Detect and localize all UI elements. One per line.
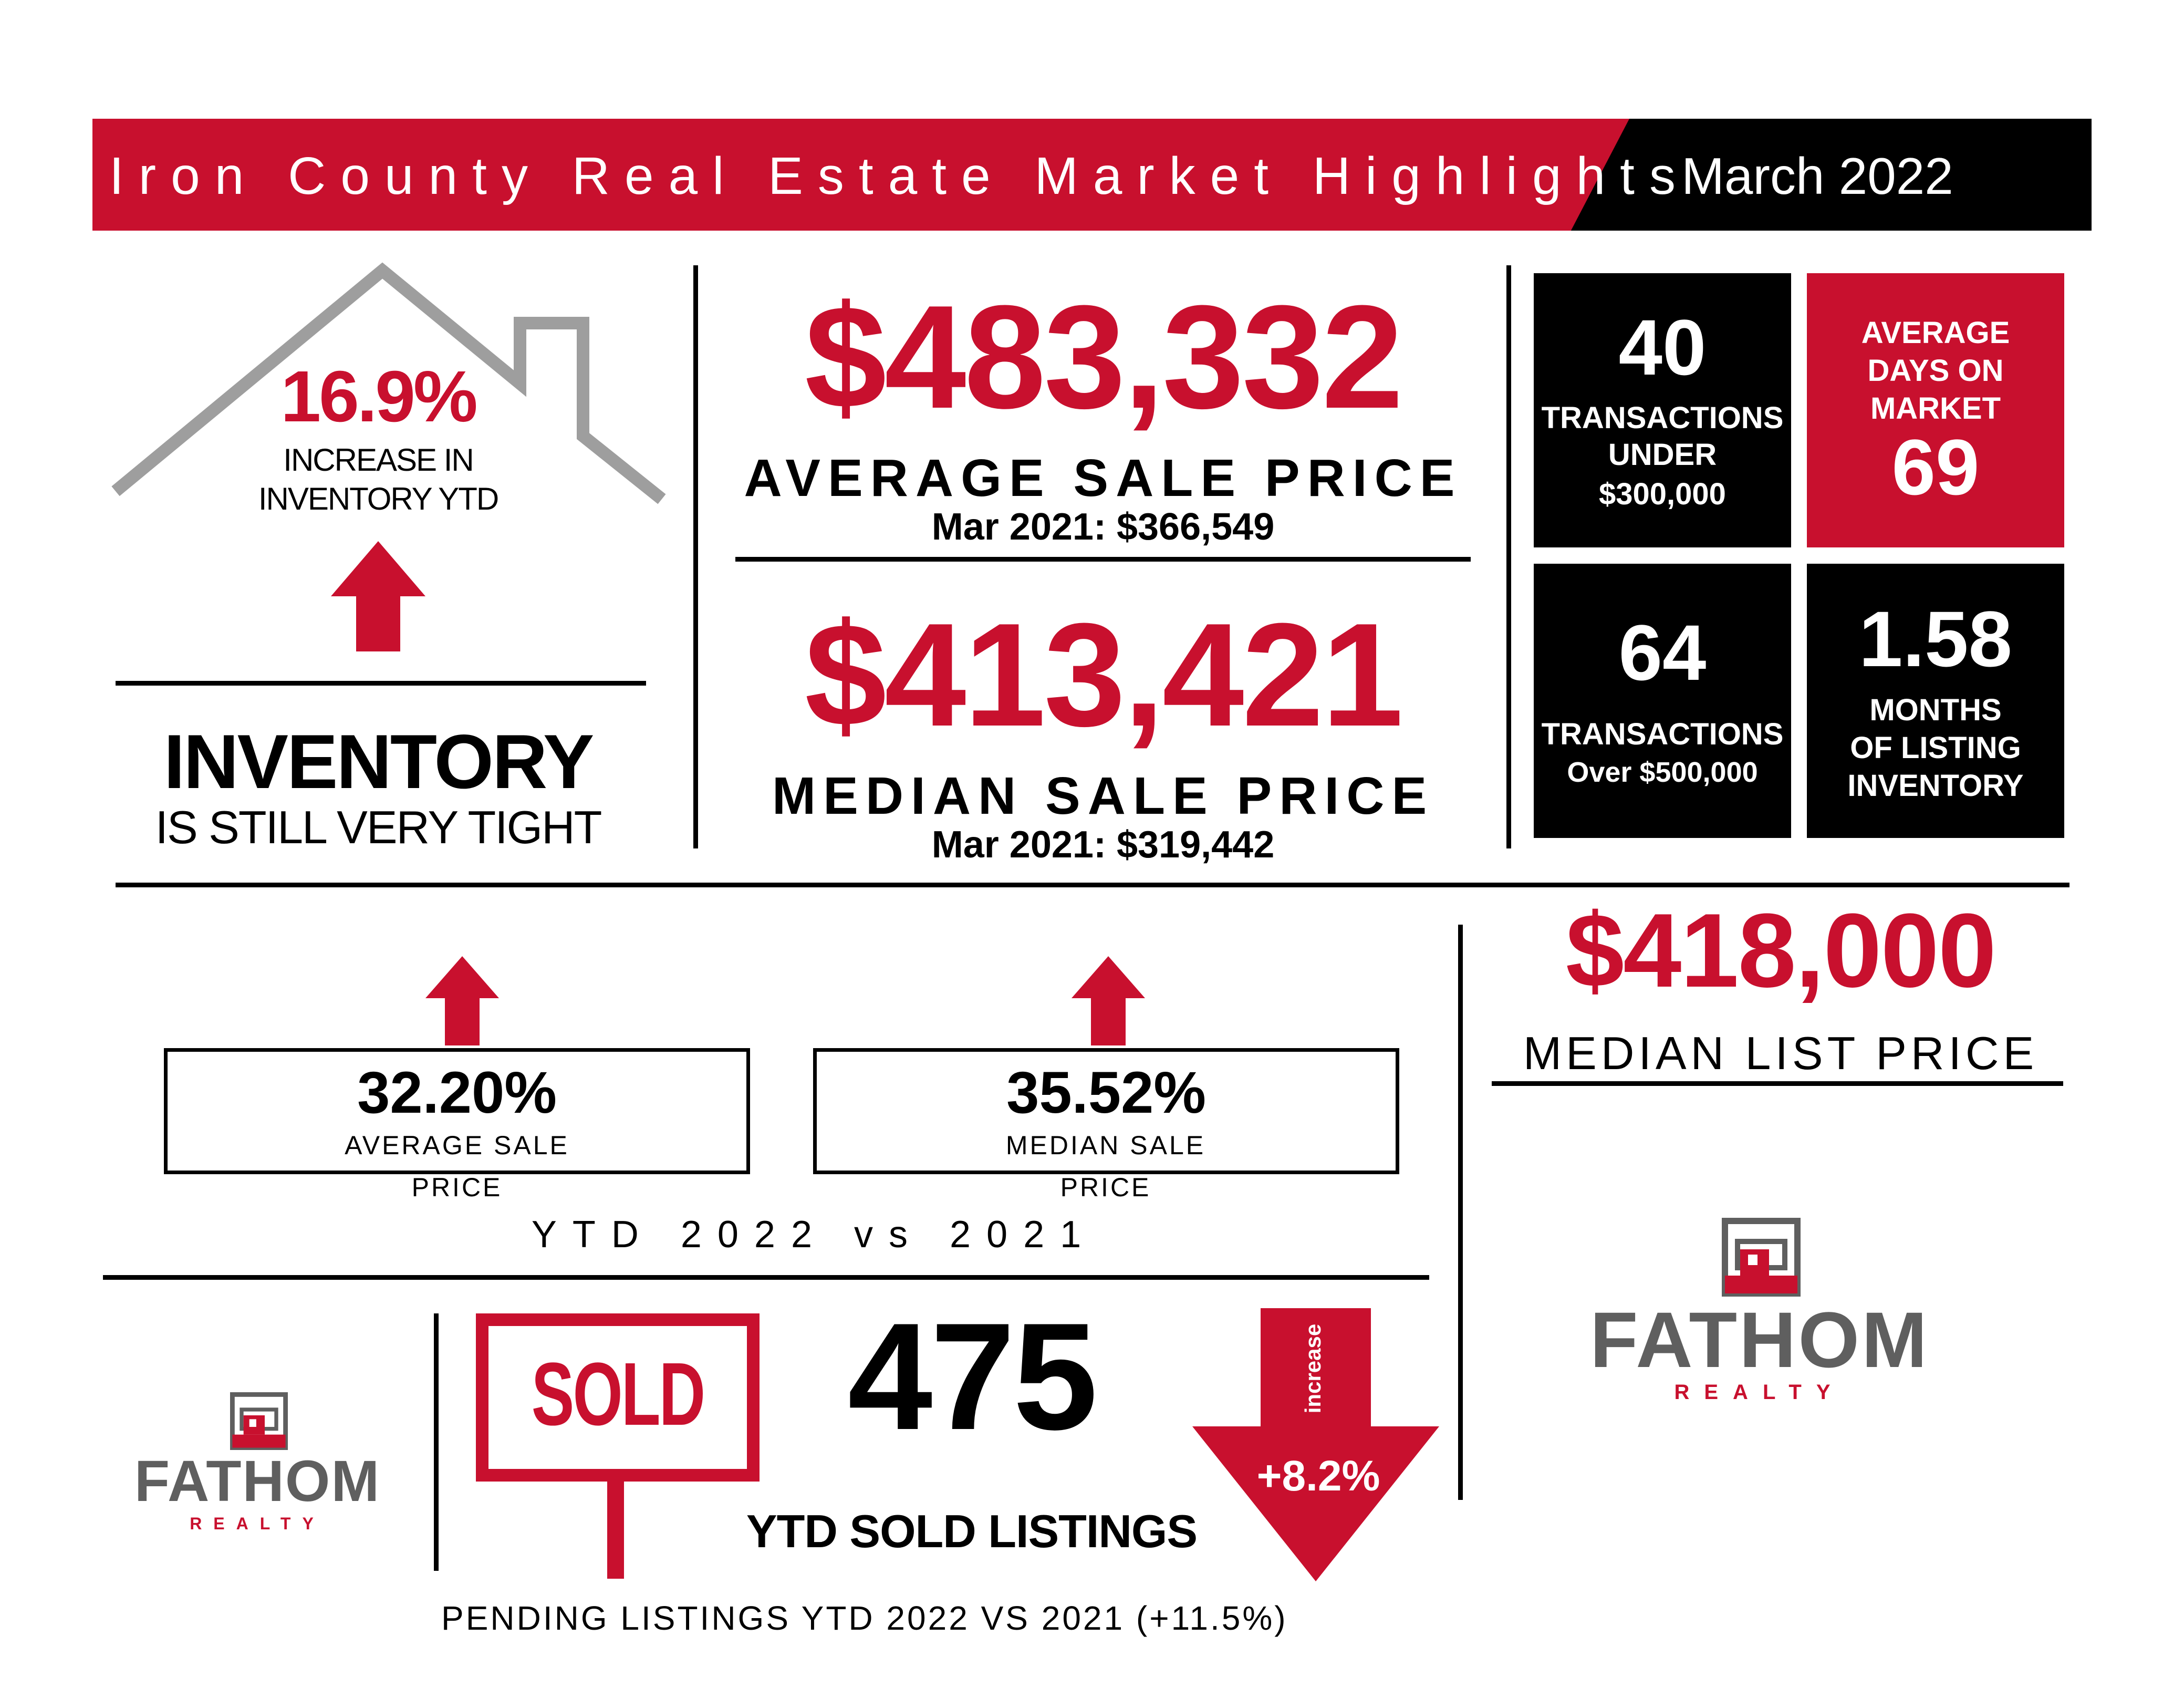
tile-over-500k-value: 64	[1618, 608, 1707, 697]
inventory-percent: 16.9%	[280, 356, 477, 437]
inventory-divider	[116, 681, 646, 686]
house-outline-icon	[111, 262, 666, 504]
tile-under-300k-value: 40	[1618, 303, 1707, 391]
avg-change-box	[164, 1048, 750, 1174]
tile-transactions-under-300k: 40 TRANSACTIONS UNDER $300,000	[1534, 273, 1791, 547]
tile-months-line2: OF LISTING	[1850, 731, 2021, 765]
fathom-logo-name-small: FATHOM	[134, 1449, 381, 1514]
tile-average-days-on-market: AVERAGE DAYS ON MARKET 69	[1807, 273, 2064, 547]
avg-up-arrow-icon	[425, 956, 499, 1045]
fathom-logo-mark-small	[230, 1392, 288, 1450]
tile-under-300k-line3: $300,000	[1599, 477, 1726, 511]
divider-sold-left	[434, 1313, 439, 1571]
tile-under-300k-line1: TRANSACTIONS	[1541, 401, 1784, 435]
divider-right-lower	[1458, 925, 1463, 1500]
avg-change-value: 32.20%	[357, 1060, 557, 1125]
inventory-subheading: IS STILL VERY TIGHT	[155, 801, 602, 853]
median-sale-price-label: MEDIAN SALE PRICE	[772, 767, 1434, 825]
fathom-logo-sub-small: REALTY	[190, 1514, 325, 1533]
tile-months-line1: MONTHS	[1869, 693, 2002, 727]
average-sale-price-value: $483,332	[805, 275, 1403, 439]
sold-sign-text: SOLD	[531, 1344, 705, 1444]
sold-arrow-value: +8.2%	[1256, 1452, 1380, 1500]
tile-over-500k-line2: Over $500,000	[1567, 757, 1758, 788]
down-arrow-icon	[1192, 1308, 1439, 1581]
inventory-heading: INVENTORY	[163, 719, 595, 804]
tile-under-300k-line2: UNDER	[1608, 438, 1717, 472]
median-sale-price-prior: Mar 2021: $319,442	[931, 824, 1275, 866]
header-date: March 2022	[1681, 147, 1953, 205]
tile-transactions-over-500k: 64 TRANSACTIONS Over $500,000	[1534, 564, 1791, 838]
median-sale-price-value: $413,421	[805, 593, 1403, 757]
tile-over-500k-line1: TRANSACTIONS	[1541, 717, 1784, 751]
pending-listings-text: PENDING LISTINGS YTD 2022 VS 2021 (+11.5…	[441, 1599, 1288, 1637]
tile-dom-line2: DAYS ON	[1867, 354, 2004, 388]
tile-dom-line3: MARKET	[1870, 391, 2001, 426]
up-arrow-icon	[331, 541, 425, 651]
ytd-caption: YTD 2022 vs 2021	[531, 1214, 1097, 1256]
median-change-value: 35.52%	[1006, 1060, 1206, 1125]
fathom-logo-mark-large	[1722, 1218, 1801, 1297]
median-list-price-label: MEDIAN LIST PRICE	[1523, 1027, 2039, 1079]
inventory-percent-caption-2: INVENTORY YTD	[258, 481, 499, 516]
tile-months-line3: INVENTORY	[1847, 769, 2024, 803]
median-change-box	[813, 1048, 1399, 1174]
sold-arrow-word: increase	[1301, 1323, 1325, 1414]
average-sale-price-label: AVERAGE SALE PRICE	[744, 449, 1462, 508]
tile-months-of-inventory: 1.58 MONTHS OF LISTING INVENTORY	[1807, 564, 2064, 838]
median-list-price-value: $418,000	[1565, 892, 1996, 1009]
list-price-divider	[1492, 1081, 2063, 1086]
avg-change-label: AVERAGE SALE PRICE	[315, 1124, 599, 1202]
sold-sign-post	[607, 1482, 624, 1579]
tile-dom-value: 69	[1891, 423, 1980, 511]
fathom-logo-sub-large: REALTY	[1674, 1381, 1845, 1404]
sold-sign-icon: SOLD	[476, 1313, 760, 1482]
ytd-divider	[103, 1275, 1429, 1280]
divider-middle-right	[1506, 265, 1511, 848]
inventory-percent-caption-1: INCREASE IN	[283, 442, 474, 478]
header-title: Iron County Real Estate Market Highlight…	[109, 147, 1690, 205]
divider-left-middle	[693, 265, 698, 848]
median-change-label: MEDIAN SALE PRICE	[961, 1124, 1250, 1202]
ytd-sold-count: 475	[848, 1291, 1098, 1462]
fathom-logo-name-large: FATHOM	[1589, 1296, 1930, 1384]
prices-divider	[735, 557, 1471, 562]
median-up-arrow-icon	[1072, 956, 1145, 1045]
tile-months-value: 1.58	[1859, 595, 2012, 683]
middle-divider	[116, 883, 2069, 887]
tile-dom-line1: AVERAGE	[1861, 316, 2010, 350]
average-sale-price-prior: Mar 2021: $366,549	[931, 506, 1275, 548]
ytd-sold-label: YTD SOLD LISTINGS	[746, 1505, 1198, 1557]
header-red-band	[92, 119, 1629, 231]
